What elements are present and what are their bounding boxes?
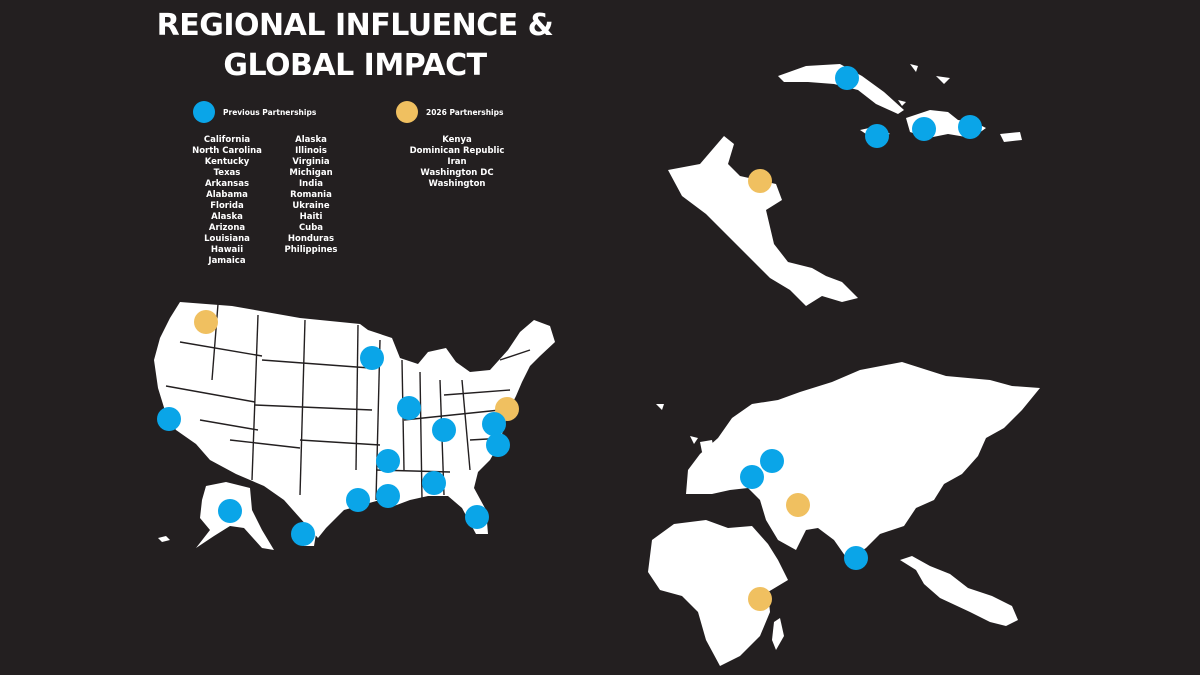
previous-partnership-marker xyxy=(958,115,982,139)
previous-partnership-marker xyxy=(835,66,859,90)
partnership-list-item: Philippines xyxy=(284,245,338,255)
partnership-list-item: North Carolina xyxy=(192,146,262,156)
previous-partnership-marker xyxy=(432,418,456,442)
partnerships-2026-list: Kenya Dominican Republic Iran Washington DC… xyxy=(395,135,519,190)
partnership-list-item: Romania xyxy=(290,190,332,200)
partnership-list-item: Hawaii xyxy=(210,245,244,255)
partnership-list-item: Arizona xyxy=(208,223,246,233)
partnership-2026-list-item: Dominican Republic xyxy=(409,146,505,156)
partnership-2026-marker xyxy=(786,493,810,517)
partnership-2026-list-item: Kenya xyxy=(442,135,472,145)
partnership-list-item: Illinois xyxy=(295,146,327,156)
partnership-list-item: India xyxy=(299,179,323,189)
legend-previous-label: Previous Partnerships xyxy=(223,107,317,117)
partnership-list-item: Cuba xyxy=(298,223,324,233)
partnership-2026-marker xyxy=(194,310,218,334)
partnership-2026-list-item: Washington xyxy=(428,179,486,189)
upcoming-legend-dot xyxy=(396,101,418,123)
previous-partnership-marker xyxy=(844,546,868,570)
partnership-2026-list-item: Washington DC xyxy=(420,168,494,178)
previous-partnership-marker xyxy=(376,449,400,473)
southeast-asia-map xyxy=(900,556,1018,626)
partnership-markers xyxy=(157,66,982,611)
partnership-list-item: Alaska xyxy=(295,135,327,145)
previous-partnership-marker xyxy=(865,124,889,148)
partnership-list-item: Ukraine xyxy=(292,201,330,211)
partnership-list-item: Honduras xyxy=(287,234,335,244)
central-america-map xyxy=(668,136,858,306)
partnership-2026-list-item: Iran xyxy=(447,157,467,167)
previous-partnerships-list-1: California North Carolina Kentucky Texas Ark… xyxy=(181,135,273,267)
previous-partnership-marker xyxy=(360,346,384,370)
previous-partnership-marker xyxy=(422,471,446,495)
partnership-list-item: Virginia xyxy=(292,157,330,167)
title-line-2: GLOBAL IMPACT xyxy=(223,48,487,83)
partnership-list-item: Haiti xyxy=(299,212,323,222)
previous-partnership-marker xyxy=(376,484,400,508)
previous-partnership-marker xyxy=(482,412,506,436)
legend-2026: 2026 Partnerships xyxy=(396,101,503,123)
previous-partnership-marker xyxy=(218,499,242,523)
partnership-list-item: Texas xyxy=(213,168,241,178)
previous-partnership-marker xyxy=(486,433,510,457)
partnership-list-item: Kentucky xyxy=(204,157,250,167)
partnership-list-item: Louisiana xyxy=(204,234,250,244)
previous-partnership-marker xyxy=(397,396,421,420)
legend-previous: Previous Partnerships xyxy=(193,101,316,123)
usa-map xyxy=(154,302,555,538)
previous-partnership-marker xyxy=(346,488,370,512)
partnership-list-item: Michigan xyxy=(289,168,333,178)
previous-legend-dot xyxy=(193,101,215,123)
previous-partnerships-list-2: Alaska Illinois Virginia Michigan India Roman… xyxy=(265,135,357,256)
partnership-list-item: Jamaica xyxy=(208,256,246,266)
previous-partnership-marker xyxy=(465,505,489,529)
previous-partnership-marker xyxy=(740,465,764,489)
partnership-list-item: Arkansas xyxy=(204,179,250,189)
previous-partnership-marker xyxy=(760,449,784,473)
previous-partnership-marker xyxy=(291,522,315,546)
caribbean-map xyxy=(778,64,1022,142)
previous-partnership-marker xyxy=(912,117,936,141)
partnership-list-item: Florida xyxy=(210,201,244,211)
eurasia-map xyxy=(686,362,1040,560)
partnership-list-item: Alabama xyxy=(206,190,248,200)
africa-map xyxy=(648,520,788,666)
partnership-2026-marker xyxy=(748,169,772,193)
partnership-2026-marker xyxy=(748,587,772,611)
partnership-list-item: California xyxy=(203,135,251,145)
page-title: REGIONAL INFLUENCE & GLOBAL IMPACT xyxy=(140,6,570,86)
legend-2026-label: 2026 Partnerships xyxy=(426,107,504,117)
previous-partnership-marker xyxy=(157,407,181,431)
title-line-1: REGIONAL INFLUENCE & xyxy=(156,8,554,43)
partnership-list-item: Alaska xyxy=(211,212,243,222)
